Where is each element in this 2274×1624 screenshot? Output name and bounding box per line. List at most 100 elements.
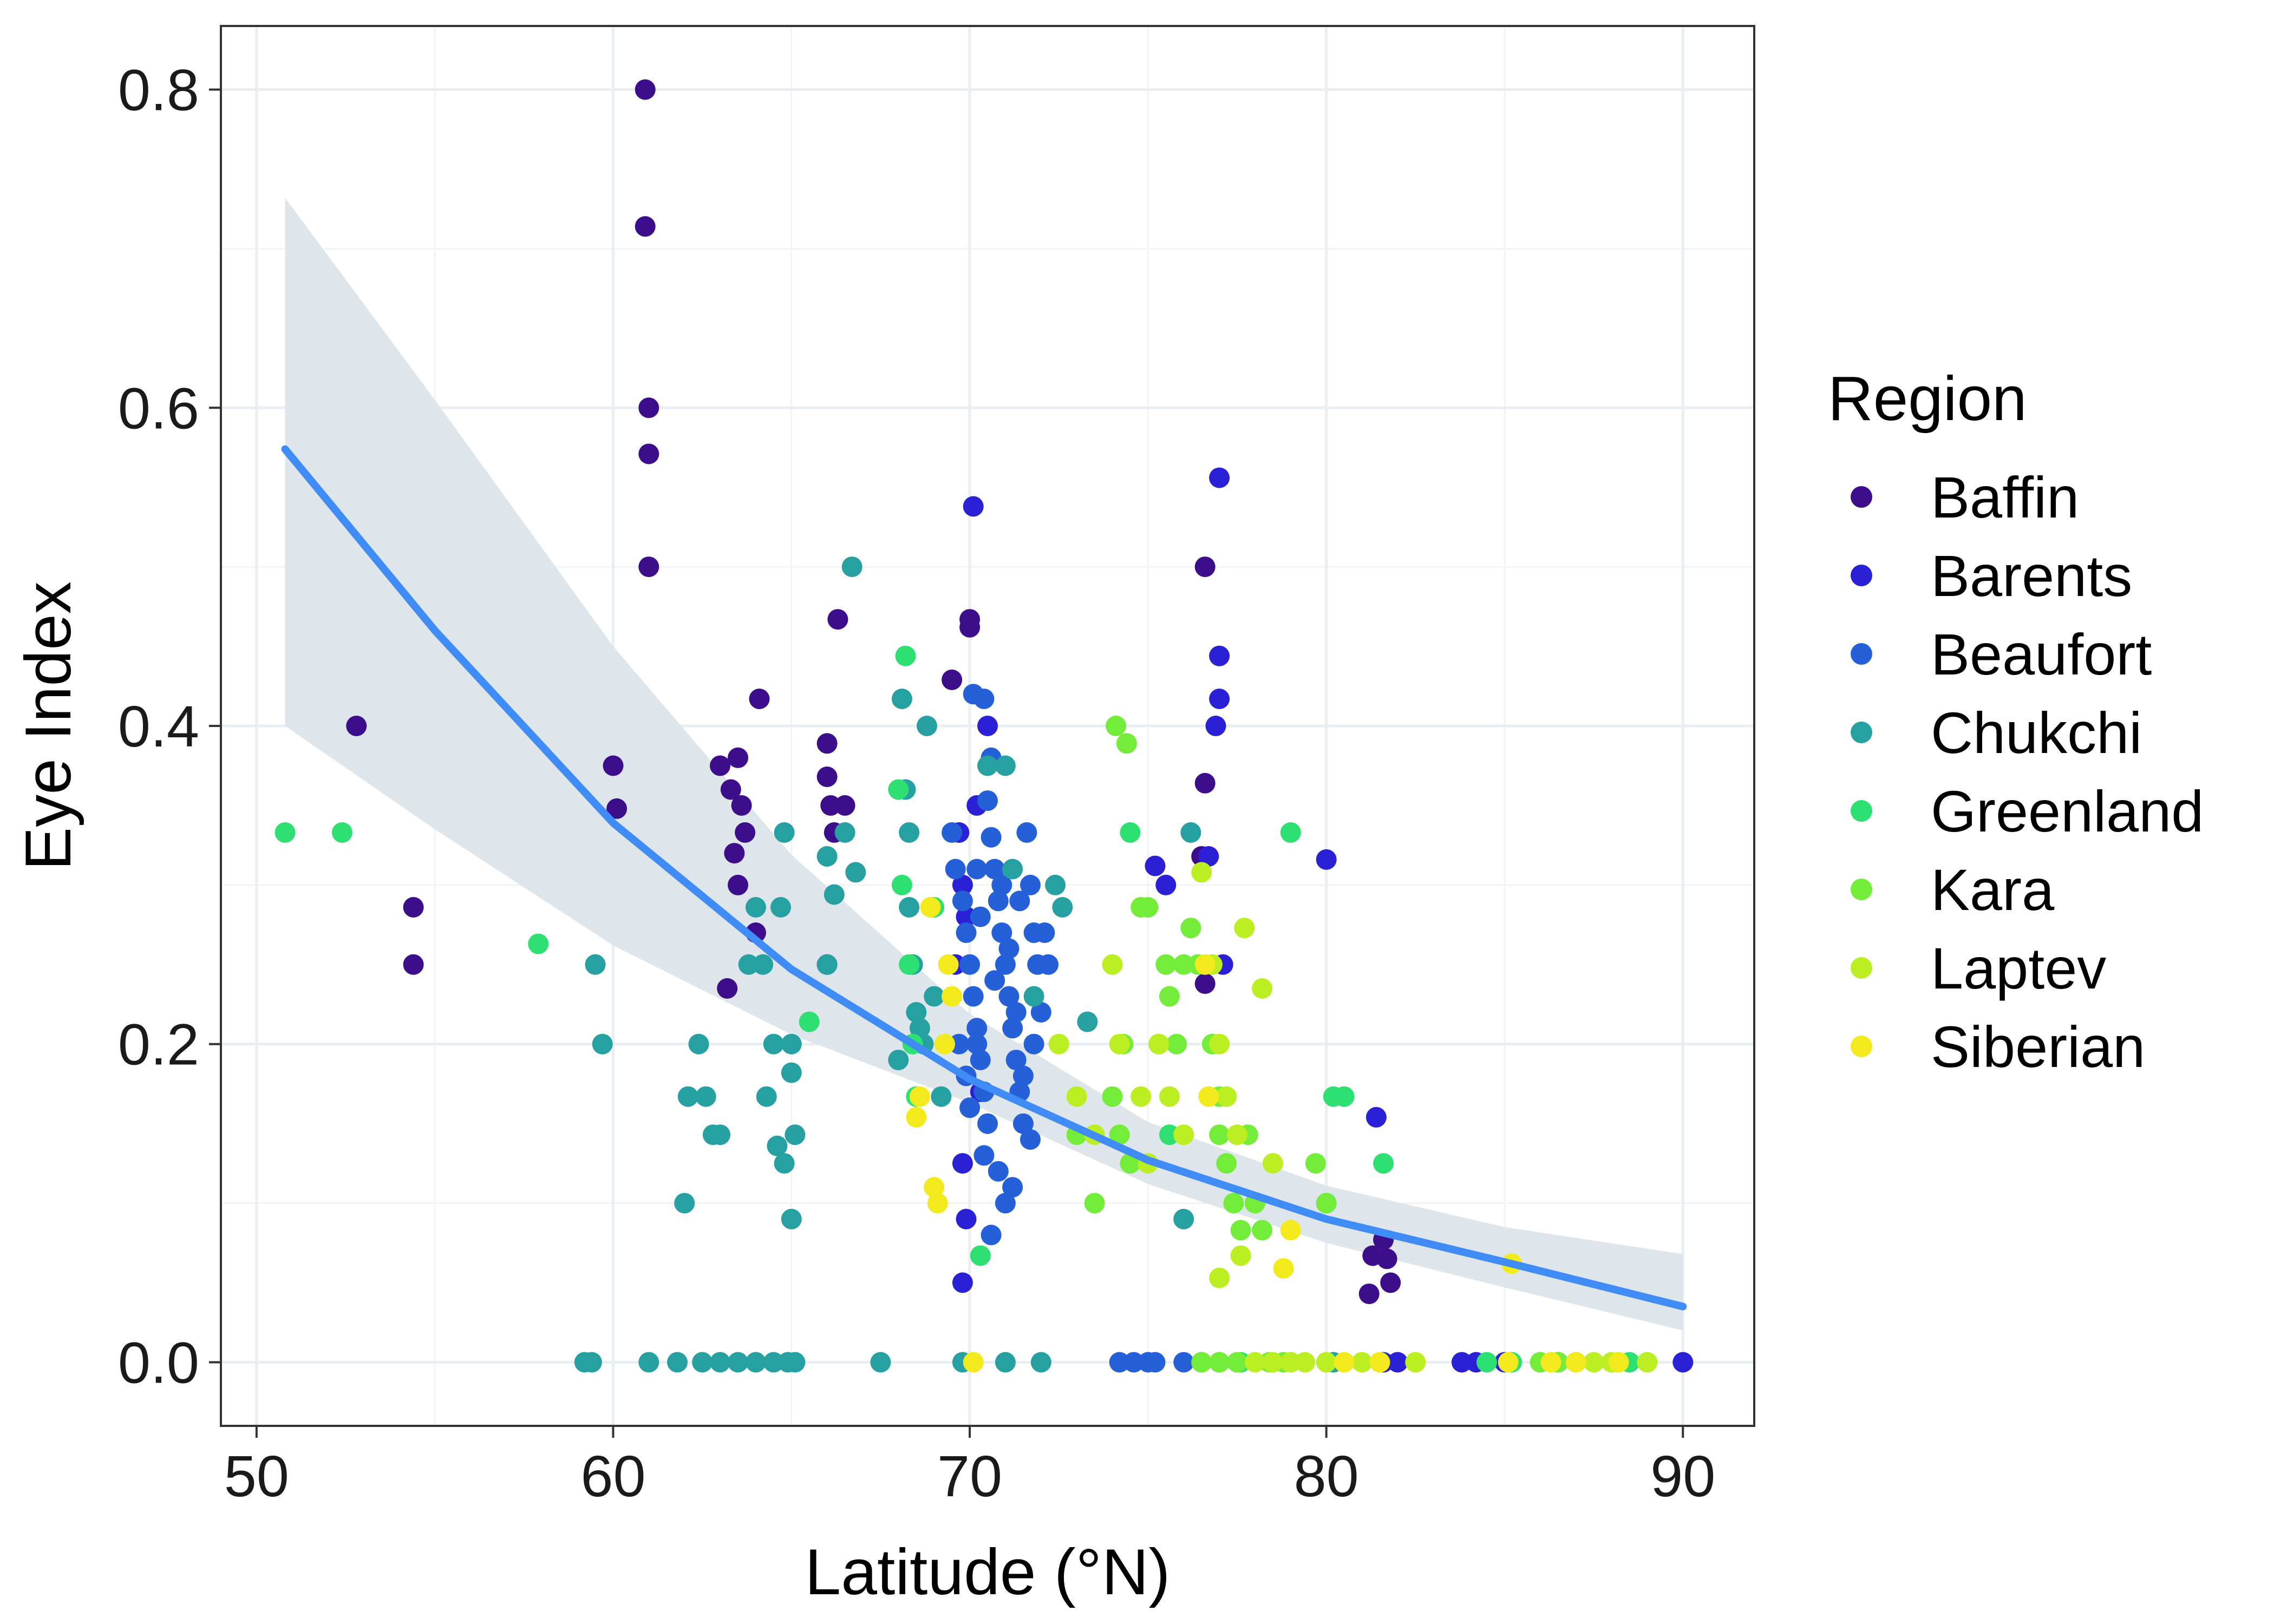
data-point <box>1005 1002 1027 1023</box>
data-point <box>756 1086 777 1107</box>
data-point <box>977 716 998 736</box>
legend-item-barents: Barents <box>1851 543 2132 608</box>
confidence-band-area <box>285 198 1683 1331</box>
data-point <box>585 954 606 975</box>
data-point <box>995 954 1016 975</box>
data-point <box>1173 1124 1194 1145</box>
data-point <box>973 1145 995 1166</box>
data-point <box>1180 918 1201 939</box>
data-point <box>638 397 659 418</box>
data-point <box>977 790 998 811</box>
data-point <box>770 897 791 918</box>
data-point <box>1173 1352 1194 1373</box>
data-point <box>899 897 920 918</box>
data-point <box>1148 1033 1169 1055</box>
data-point <box>638 556 659 578</box>
series-laptev <box>1048 862 1658 1373</box>
data-point <box>781 1062 802 1083</box>
data-point <box>1102 1086 1123 1107</box>
data-point <box>970 1245 991 1266</box>
data-point <box>745 1352 766 1373</box>
data-point <box>1498 1352 1519 1373</box>
data-point <box>331 822 352 843</box>
data-point <box>1230 1245 1251 1266</box>
data-point <box>1194 954 1216 975</box>
data-point <box>603 755 624 776</box>
data-point <box>710 755 730 776</box>
data-point <box>973 689 995 709</box>
data-point <box>724 843 745 864</box>
data-point <box>816 767 838 787</box>
data-point <box>1016 822 1037 843</box>
data-point <box>820 795 841 816</box>
data-point <box>677 1086 698 1107</box>
data-point <box>785 1352 806 1373</box>
data-point <box>924 986 945 1007</box>
series-chukchi <box>574 556 1344 1373</box>
data-point <box>966 859 988 880</box>
data-point <box>638 443 659 464</box>
data-point <box>1672 1352 1694 1373</box>
data-point <box>275 822 296 843</box>
legend: Region Baffin Barents Beaufort Chukchi Green… <box>1828 363 2204 1079</box>
data-point <box>970 906 991 927</box>
data-point <box>1565 1352 1586 1373</box>
data-point <box>1209 467 1230 488</box>
data-point <box>1159 1124 1180 1145</box>
data-point <box>938 954 959 975</box>
data-point <box>1002 1018 1023 1039</box>
data-point <box>1023 986 1044 1007</box>
data-point <box>635 216 656 237</box>
data-point <box>1166 1033 1187 1055</box>
data-point <box>1376 1248 1397 1269</box>
data-point <box>1048 1033 1069 1055</box>
data-point <box>1173 954 1194 975</box>
data-point <box>816 954 838 975</box>
data-point <box>909 1018 930 1039</box>
legend-item-greenland: Greenland <box>1851 778 2204 844</box>
legend-swatch <box>1851 957 1872 979</box>
data-point <box>635 79 656 100</box>
data-point <box>899 954 920 975</box>
data-point <box>799 1011 820 1032</box>
data-point <box>841 556 862 578</box>
data-point <box>924 1177 945 1198</box>
data-point <box>952 890 973 912</box>
data-point <box>1540 1352 1561 1373</box>
legend-swatch <box>1851 643 1872 665</box>
x-tick-label: 90 <box>1650 1443 1715 1509</box>
data-point <box>1191 862 1212 883</box>
legend-items: Baffin Barents Beaufort Chukchi Greenland Kar… <box>1851 464 2204 1079</box>
data-point <box>763 1033 784 1055</box>
data-point <box>1216 1153 1237 1174</box>
data-point <box>845 862 866 883</box>
data-point <box>906 1002 927 1023</box>
data-point <box>981 1224 1002 1246</box>
data-point <box>728 747 748 768</box>
data-points <box>275 79 1694 1373</box>
data-point <box>988 1161 1009 1182</box>
data-point <box>952 1153 973 1174</box>
data-point <box>1365 1106 1387 1128</box>
legend-swatch <box>1851 1036 1872 1057</box>
data-point <box>956 906 977 927</box>
data-point <box>1131 1086 1152 1107</box>
data-point <box>984 970 1005 991</box>
data-point <box>1012 1065 1034 1086</box>
data-point <box>1084 1193 1105 1214</box>
legend-title: Region <box>1828 363 2027 434</box>
data-point <box>710 1124 730 1145</box>
data-point <box>1205 716 1226 736</box>
data-point <box>1198 846 1219 867</box>
data-point <box>949 1033 970 1055</box>
data-point <box>899 822 920 843</box>
data-point <box>1351 1352 1373 1373</box>
data-point <box>1209 1124 1230 1145</box>
data-point <box>827 609 848 630</box>
y-tick-label: 0.6 <box>118 375 199 441</box>
data-point <box>991 874 1012 895</box>
data-point <box>942 986 963 1007</box>
data-point <box>917 716 937 736</box>
legend-label: Kara <box>1931 857 2055 922</box>
legend-item-baffin: Baffin <box>1851 464 2079 530</box>
